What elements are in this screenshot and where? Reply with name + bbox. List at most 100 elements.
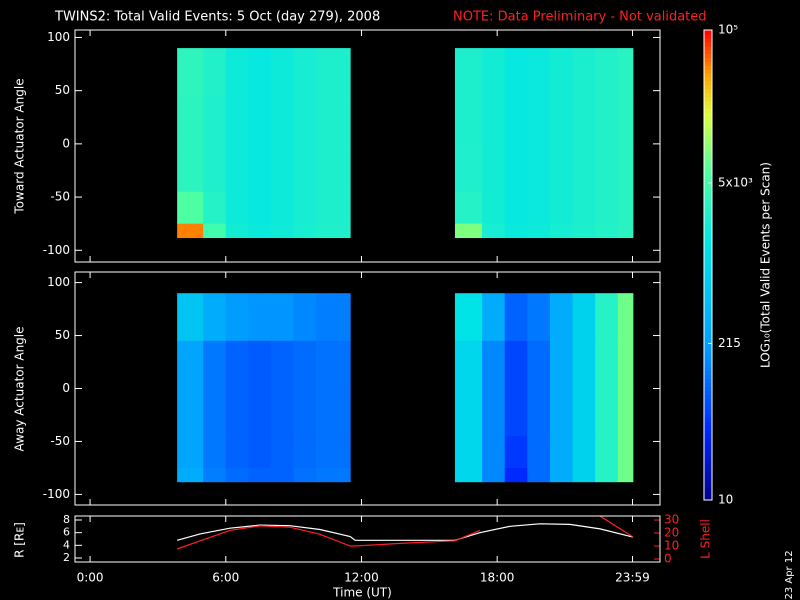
colorbar-segment (704, 100, 712, 106)
heatmap-cell (316, 223, 351, 239)
heatmap-cell (482, 191, 506, 225)
colorbar-segment (704, 214, 712, 219)
colorbar-segment (704, 339, 712, 344)
heatmap-cell (527, 436, 551, 469)
colorbar-segment (704, 257, 712, 262)
heatmap-cell (177, 293, 204, 342)
heatmap-cell (504, 340, 528, 389)
colorbar-tick-label: 10 (718, 493, 733, 507)
colorbar-segment (704, 300, 712, 305)
colorbar-segment (704, 202, 712, 207)
heatmap-cell (595, 436, 619, 469)
heatmap-cell (482, 48, 506, 97)
y2-tick-label: 10 (664, 539, 679, 553)
colorbar-segment (704, 237, 712, 243)
colorbar-segment (704, 437, 712, 442)
heatmap-cell (248, 143, 272, 193)
colorbar-segment (704, 108, 712, 113)
heatmap-cell (454, 467, 483, 483)
heatmap-cell (595, 340, 619, 389)
heatmap-cell (248, 340, 272, 389)
heatmap-cell (177, 95, 204, 145)
heatmap-cell (271, 467, 295, 483)
heatmap-cell (293, 143, 317, 193)
heatmap-cell (504, 95, 528, 145)
heatmap-cell (454, 191, 483, 225)
colorbar-segment (704, 194, 712, 200)
heatmap-cell (482, 223, 506, 239)
heatmap-cell (316, 340, 351, 389)
heatmap-cell (293, 48, 317, 97)
colorbar-segment (704, 124, 712, 129)
colorbar-segment (704, 327, 712, 333)
y-tick-label: 100 (47, 30, 70, 44)
colorbar-segment (704, 421, 712, 427)
colorbar-segment (704, 159, 712, 164)
colorbar-segment (704, 351, 712, 356)
heatmap-cell (482, 95, 506, 145)
colorbar-segment (704, 61, 712, 66)
colorbar-segment (704, 131, 712, 137)
heatmap-cell (293, 95, 317, 145)
colorbar-segment (704, 453, 712, 458)
y-label: Toward Actuator Angle (13, 78, 27, 214)
heatmap-cell (527, 223, 551, 239)
colorbar-segment (704, 57, 712, 62)
heatmap-cell (293, 340, 317, 389)
heatmap-cell (248, 293, 272, 342)
heatmap-cell (595, 143, 619, 193)
heatmap-cell (293, 293, 317, 342)
heatmap-cell (271, 191, 295, 225)
heatmap-cell (225, 293, 249, 342)
heatmap-cell (248, 48, 272, 97)
colorbar-segment (704, 33, 712, 39)
x-tick-label: 12:00 (344, 571, 379, 585)
colorbar-segment (704, 112, 712, 117)
y-tick-label: 6 (63, 526, 70, 539)
colorbar-segment (704, 139, 712, 145)
heatmap-cell (572, 388, 596, 437)
colorbar-segment (704, 378, 712, 384)
colorbar-segment (704, 206, 712, 211)
colorbar-segment (704, 488, 712, 493)
y-tick-label: -50 (50, 190, 70, 204)
x-tick-label: 6:00 (212, 571, 239, 585)
heatmap-cell (572, 95, 596, 145)
colorbar-segment (704, 476, 712, 482)
colorbar-segment (704, 308, 712, 313)
colorbar-segment (704, 268, 712, 274)
heatmap-cell (316, 143, 351, 193)
colorbar-segment (704, 210, 712, 215)
heatmap-cell (454, 388, 483, 437)
heatmap-cell (617, 48, 634, 97)
heatmap-cell (572, 436, 596, 469)
colorbar-segment (704, 472, 712, 478)
colorbar-segment (704, 135, 712, 141)
heatmap-cell (454, 223, 483, 239)
heatmap-cell (527, 95, 551, 145)
heatmap-cell (203, 143, 227, 193)
heatmap-cell (549, 293, 574, 342)
heatmap-cell (293, 388, 317, 437)
heatmap-cell (549, 48, 574, 97)
heatmap-cell (504, 143, 528, 193)
axes-frame (74, 29, 661, 263)
y-tick-label: 50 (55, 83, 70, 97)
colorbar-segment (704, 276, 712, 282)
heatmap-cell (248, 191, 272, 225)
colorbar-segment (704, 143, 712, 149)
heatmap-cell (316, 388, 351, 437)
heatmap-cell (454, 436, 483, 469)
colorbar-segment (704, 186, 712, 192)
colorbar-segment (704, 374, 712, 380)
colorbar-segment (704, 37, 712, 43)
colorbar-segment (704, 171, 712, 176)
heatmap-cell (482, 340, 506, 389)
colorbar-segment (704, 292, 712, 297)
heatmap-cell (572, 467, 596, 483)
heatmap-cell (527, 48, 551, 97)
y2-tick-label: 20 (664, 526, 679, 540)
colorbar-segment (704, 73, 712, 78)
colorbar-segment (704, 296, 712, 301)
